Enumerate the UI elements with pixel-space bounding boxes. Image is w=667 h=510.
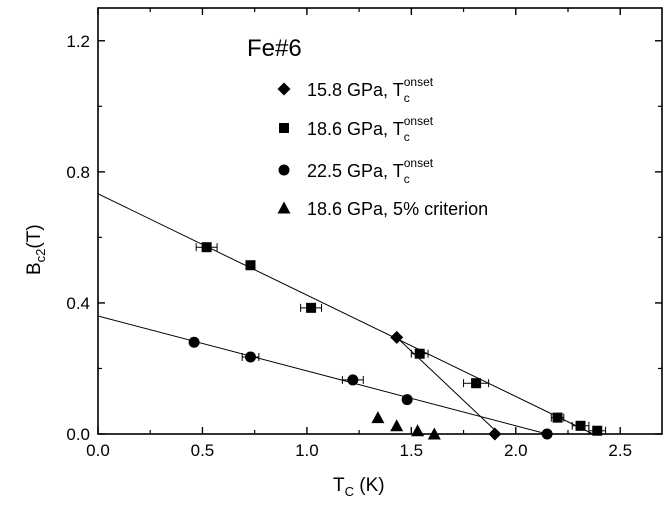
data-point-square bbox=[414, 348, 425, 359]
x-tick-label: 1.5 bbox=[400, 441, 424, 460]
data-point-triangle bbox=[390, 419, 404, 432]
plot-border bbox=[97, 7, 663, 435]
legend-marker-diamond bbox=[277, 82, 291, 96]
data-point-diamond bbox=[390, 330, 404, 344]
y-tick-label: 1.2 bbox=[66, 32, 90, 51]
data-point-circle bbox=[188, 336, 200, 348]
x-tick-label: 1.0 bbox=[295, 441, 319, 460]
legend-marker-triangle bbox=[277, 201, 291, 214]
data-point-square bbox=[592, 425, 603, 436]
data-point-triangle bbox=[427, 427, 441, 440]
legend-marker-square bbox=[279, 123, 289, 133]
legend-label: 15.8 GPa, Tconset bbox=[307, 75, 434, 105]
fit-line bbox=[396, 336, 500, 435]
axis-ticks: 0.0 0.5 1.0 1.5 2.0 2.5 0.0 0.4 0.8 1.2 bbox=[66, 8, 662, 460]
y-tick-label: 0.0 bbox=[66, 425, 90, 444]
y-axis-title: Bc2(T) bbox=[24, 224, 48, 275]
data-point-square bbox=[471, 378, 482, 389]
data-point-square bbox=[201, 242, 212, 253]
x-tick-label: 2.0 bbox=[504, 441, 528, 460]
legend: 15.8 GPa, Tconset 18.6 GPa, Tconset 22.5 G… bbox=[277, 75, 488, 219]
data-point-diamond bbox=[488, 427, 502, 441]
fit-line bbox=[97, 315, 548, 435]
data-point-square bbox=[306, 302, 317, 313]
x-tick-label: 2.5 bbox=[608, 441, 632, 460]
data-point-triangle bbox=[371, 411, 385, 424]
data-points bbox=[188, 242, 603, 441]
data-point-circle bbox=[347, 374, 359, 386]
x-tick-label: 0.5 bbox=[191, 441, 215, 460]
data-point-square bbox=[552, 412, 563, 423]
data-point-triangle bbox=[411, 424, 425, 437]
fit-lines bbox=[97, 193, 594, 435]
x-tick-label: 0.0 bbox=[86, 441, 110, 460]
data-point-square bbox=[245, 260, 256, 271]
data-point-circle bbox=[244, 351, 256, 363]
dataset-label: Fe#6 bbox=[247, 35, 302, 62]
y-tick-label: 0.4 bbox=[66, 294, 90, 313]
plot-frame bbox=[97, 7, 663, 435]
fit-line bbox=[97, 193, 594, 435]
legend-label: 18.6 GPa, Tconset bbox=[307, 114, 434, 144]
legend-label: 18.6 GPa, 5% criterion bbox=[307, 199, 488, 219]
data-point-square bbox=[575, 420, 586, 431]
data-point-circle bbox=[401, 394, 413, 406]
legend-marker-circle bbox=[278, 164, 290, 176]
legend-label: 22.5 GPa, Tconset bbox=[307, 156, 434, 186]
y-tick-label: 0.8 bbox=[66, 163, 90, 182]
data-point-circle bbox=[541, 428, 553, 440]
x-axis-title: TC (K) bbox=[333, 475, 385, 499]
